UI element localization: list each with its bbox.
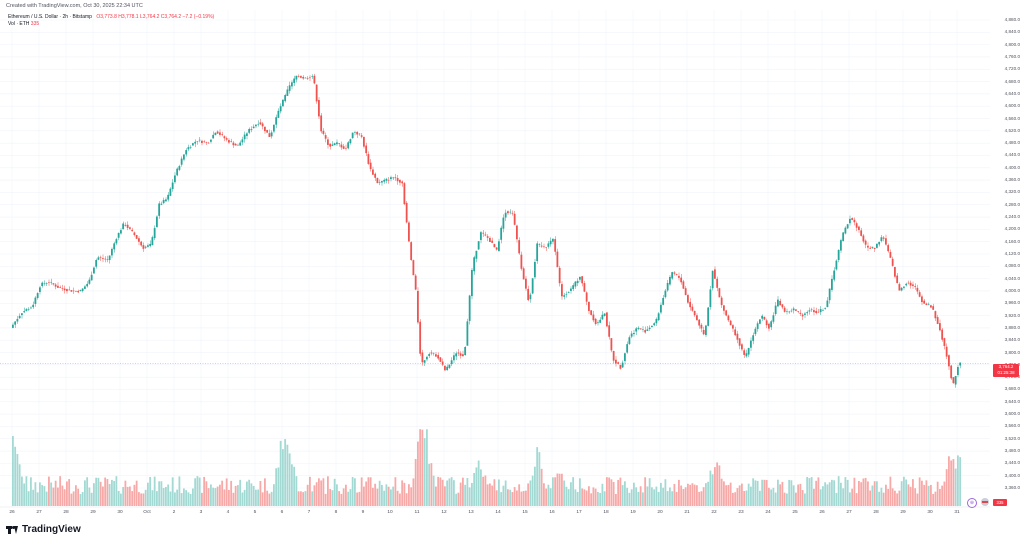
- price-axis-label: 3,920.0: [1004, 312, 1020, 318]
- price-axis-label: 4,200.0: [1004, 226, 1020, 232]
- time-axis-label: 27: [36, 510, 42, 515]
- volume-bars: [12, 429, 962, 506]
- time-axis-label: 30: [117, 510, 123, 515]
- price-axis-label: 4,400.0: [1004, 164, 1020, 170]
- price-axis-label: 4,640.0: [1004, 90, 1020, 96]
- time-axis-label: 26: [9, 510, 15, 515]
- current-price-tag: 3,764.2 01:25:38: [993, 364, 1019, 377]
- time-axis-label: 3: [199, 510, 203, 515]
- time-axis-label: 13: [468, 510, 474, 515]
- price-axis-label: 3,480.0: [1004, 448, 1020, 454]
- chart-grid: [0, 10, 990, 507]
- time-axis-label: 2: [172, 510, 176, 515]
- price-axis-label: 4,160.0: [1004, 238, 1020, 244]
- price-axis-label: 4,000.0: [1004, 287, 1020, 293]
- time-axis-label: 16: [549, 510, 555, 515]
- price-axis-label: 4,880.0: [1004, 17, 1020, 22]
- time-axis-label: 14: [495, 510, 501, 515]
- price-axis-label: 4,040.0: [1004, 275, 1020, 281]
- time-axis-label: 26: [819, 510, 825, 515]
- price-axis-label: 4,800.0: [1004, 41, 1020, 47]
- price-axis-label: 3,440.0: [1004, 460, 1020, 466]
- time-axis-label: 9: [361, 510, 365, 515]
- time-axis-label: Oct: [143, 510, 151, 515]
- time-axis-label: 12: [441, 510, 447, 515]
- time-axis-label: 4: [226, 510, 230, 515]
- chart-legend: Ethereum / U.S. Dollar · 2h · Bitstamp O…: [8, 14, 214, 28]
- time-axis-label: 17: [576, 510, 582, 515]
- time-axis-label: 24: [765, 510, 771, 515]
- price-axis-label: 4,240.0: [1004, 214, 1020, 220]
- scroll-to-realtime-icon[interactable]: ⊕: [967, 498, 977, 508]
- price-axis-label: 3,400.0: [1004, 472, 1020, 478]
- price-axis-label: 4,080.0: [1004, 263, 1020, 269]
- time-axis-label: 18: [603, 510, 609, 515]
- price-axis-label: 4,760.0: [1004, 53, 1020, 59]
- tradingview-logo[interactable]: TradingView: [6, 524, 81, 535]
- price-axis-label: 3,520.0: [1004, 435, 1020, 441]
- volume-label: Vol · ETH: [8, 21, 30, 27]
- time-axis-label: 29: [900, 510, 906, 515]
- time-axis-label: 23: [738, 510, 744, 515]
- time-axis-label: 11: [414, 510, 420, 515]
- symbol-legend-row[interactable]: Ethereum / U.S. Dollar · 2h · Bitstamp O…: [8, 14, 214, 21]
- volume-tag: 335: [993, 499, 1007, 506]
- time-axis-label: 19: [630, 510, 636, 515]
- time-axis-label: 30: [927, 510, 933, 515]
- time-axis-label: 10: [387, 510, 393, 515]
- bar-countdown: 01:25:38: [997, 370, 1015, 375]
- price-axis-label: 3,880.0: [1004, 324, 1020, 330]
- price-axis-label: 3,680.0: [1004, 386, 1020, 392]
- time-axis-label: 20: [657, 510, 663, 515]
- price-axis-label: 4,560.0: [1004, 115, 1020, 121]
- time-axis-label: 15: [522, 510, 528, 515]
- price-axis-label: 4,720.0: [1004, 66, 1020, 72]
- price-axis-label: 4,120.0: [1004, 251, 1020, 256]
- price-axis-label: 4,840.0: [1004, 29, 1020, 35]
- price-axis-label: 4,280.0: [1004, 201, 1020, 207]
- price-axis-label: 4,480.0: [1004, 140, 1020, 146]
- time-axis-label: 25: [792, 510, 798, 515]
- brand-name: TradingView: [22, 524, 81, 535]
- price-axis-label: 3,360.0: [1004, 485, 1020, 490]
- time-axis-label: 28: [63, 510, 69, 515]
- price-axis-label: 4,680.0: [1004, 78, 1020, 84]
- tradingview-logo-icon: [6, 525, 19, 534]
- price-axis-label: 3,800.0: [1004, 349, 1020, 355]
- price-axis-label: 3,560.0: [1004, 423, 1020, 429]
- price-axis-label: 4,320.0: [1004, 189, 1020, 195]
- time-axis-label: 27: [846, 510, 852, 515]
- usd-flag-icon[interactable]: [981, 498, 989, 506]
- time-axis-label: 21: [684, 510, 690, 515]
- price-axis-label: 4,360.0: [1004, 177, 1020, 183]
- price-axis-label: 3,600.0: [1004, 411, 1020, 417]
- candlesticks: [12, 73, 962, 388]
- time-axis-label: 6: [280, 510, 284, 515]
- ohlc-values: O3,773.8 H3,778.1 L3,764.2 C3,764.2 −7.2…: [96, 14, 215, 20]
- time-axis-label: 8: [334, 510, 338, 515]
- time-axis-label: 22: [711, 510, 717, 515]
- time-axis-label: 7: [307, 510, 311, 515]
- symbol-title: Ethereum / U.S. Dollar · 2h · Bitstamp: [8, 14, 92, 20]
- price-axis-label: 4,520.0: [1004, 127, 1020, 133]
- current-price: 3,764.2: [998, 364, 1014, 369]
- time-axis-label: 29: [90, 510, 96, 515]
- price-axis-label: 4,600.0: [1004, 103, 1020, 109]
- price-axis-label: 3,840.0: [1004, 337, 1020, 343]
- price-axis-label: 3,960.0: [1004, 300, 1020, 306]
- time-axis-label: 28: [873, 510, 879, 515]
- price-axis-label: 4,440.0: [1004, 152, 1020, 158]
- volume-legend-row[interactable]: Vol · ETH 335: [8, 21, 214, 28]
- price-axis-label: 3,640.0: [1004, 398, 1020, 404]
- created-with-label: Created with TradingView.com, Oct 30, 20…: [6, 3, 143, 9]
- time-axis-label: 31: [954, 510, 960, 515]
- time-axis-label: 5: [253, 510, 257, 515]
- volume-value: 335: [30, 21, 40, 27]
